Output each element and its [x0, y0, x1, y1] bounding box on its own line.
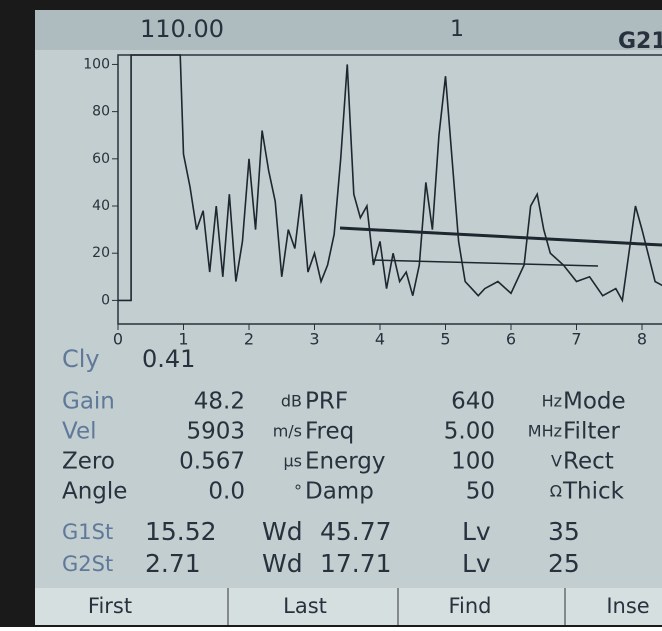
y-tick-label: 80 [92, 104, 110, 120]
param-value: 0.0 [208, 479, 245, 505]
param-value: 48.2 [194, 389, 245, 415]
param-unit: Hz [542, 392, 562, 411]
param-value: 640 [451, 389, 495, 415]
level-label: Lv [462, 549, 491, 578]
param-unit: Ω [550, 482, 562, 501]
param-unit: dB [281, 392, 302, 411]
gate-start: 15.52 [145, 517, 217, 546]
x-tick-label: 7 [571, 330, 581, 349]
param-label: Vel [62, 419, 97, 445]
gate-label: G2St [62, 552, 113, 576]
softkey[interactable]: First [88, 594, 132, 618]
channel: G21 [618, 29, 662, 54]
x-tick-label: 0 [113, 330, 123, 349]
readout-label: Cly [62, 345, 100, 373]
param-label: Angle [62, 479, 127, 505]
param-value: 5.00 [444, 419, 495, 445]
header-bar [35, 10, 662, 50]
param-label: Damp [305, 479, 374, 505]
param-value: 5903 [186, 419, 245, 445]
softkey[interactable]: Find [448, 594, 491, 618]
param-value: 0.567 [179, 449, 245, 475]
gate-level: 25 [548, 549, 580, 578]
param-label: Mode [563, 389, 626, 415]
y-tick-label: 20 [92, 245, 110, 261]
param-label: PRF [305, 389, 348, 415]
param-unit: MHz [528, 422, 562, 441]
gate-level: 35 [548, 517, 580, 546]
y-tick-label: 40 [92, 198, 110, 214]
gate-width: 17.71 [320, 549, 392, 578]
x-tick-label: 8 [637, 330, 647, 349]
x-tick-label: 2 [244, 330, 254, 349]
param-label: Freq [305, 419, 354, 445]
softkey[interactable]: Last [283, 594, 327, 618]
gate-label: G1St [62, 520, 113, 544]
width-label: Wd [262, 549, 303, 578]
param-label: Thick [562, 479, 625, 505]
param-unit: V [551, 452, 562, 471]
x-tick-label: 3 [309, 330, 319, 349]
gate-start: 2.71 [145, 549, 201, 578]
x-tick-label: 4 [375, 330, 385, 349]
param-unit: ° [294, 482, 302, 501]
param-label: Rect [563, 449, 614, 475]
param-value: 100 [451, 449, 495, 475]
gate-indicator: 1 [450, 17, 464, 42]
param-unit: m/s [273, 422, 302, 441]
y-tick-label: 100 [83, 56, 110, 72]
gate-width: 45.77 [320, 517, 392, 546]
width-label: Wd [262, 517, 303, 546]
softkey[interactable]: Inse [606, 594, 649, 618]
y-tick-label: 0 [101, 292, 110, 308]
x-tick-label: 6 [506, 330, 516, 349]
device-screen: 110.00 1 G21 020406080100012345678 Cly0.… [0, 0, 662, 627]
param-label: Zero [62, 449, 115, 475]
level-label: Lv [462, 517, 491, 546]
param-value: 50 [466, 479, 495, 505]
readout-value: 0.41 [142, 345, 195, 373]
param-unit: µs [283, 452, 302, 471]
param-label: Filter [563, 419, 621, 445]
y-tick-label: 60 [92, 151, 110, 167]
header-readout: 110.00 [140, 15, 224, 43]
param-label: Gain [62, 389, 115, 415]
x-tick-label: 5 [440, 330, 450, 349]
param-label: Energy [305, 449, 386, 475]
